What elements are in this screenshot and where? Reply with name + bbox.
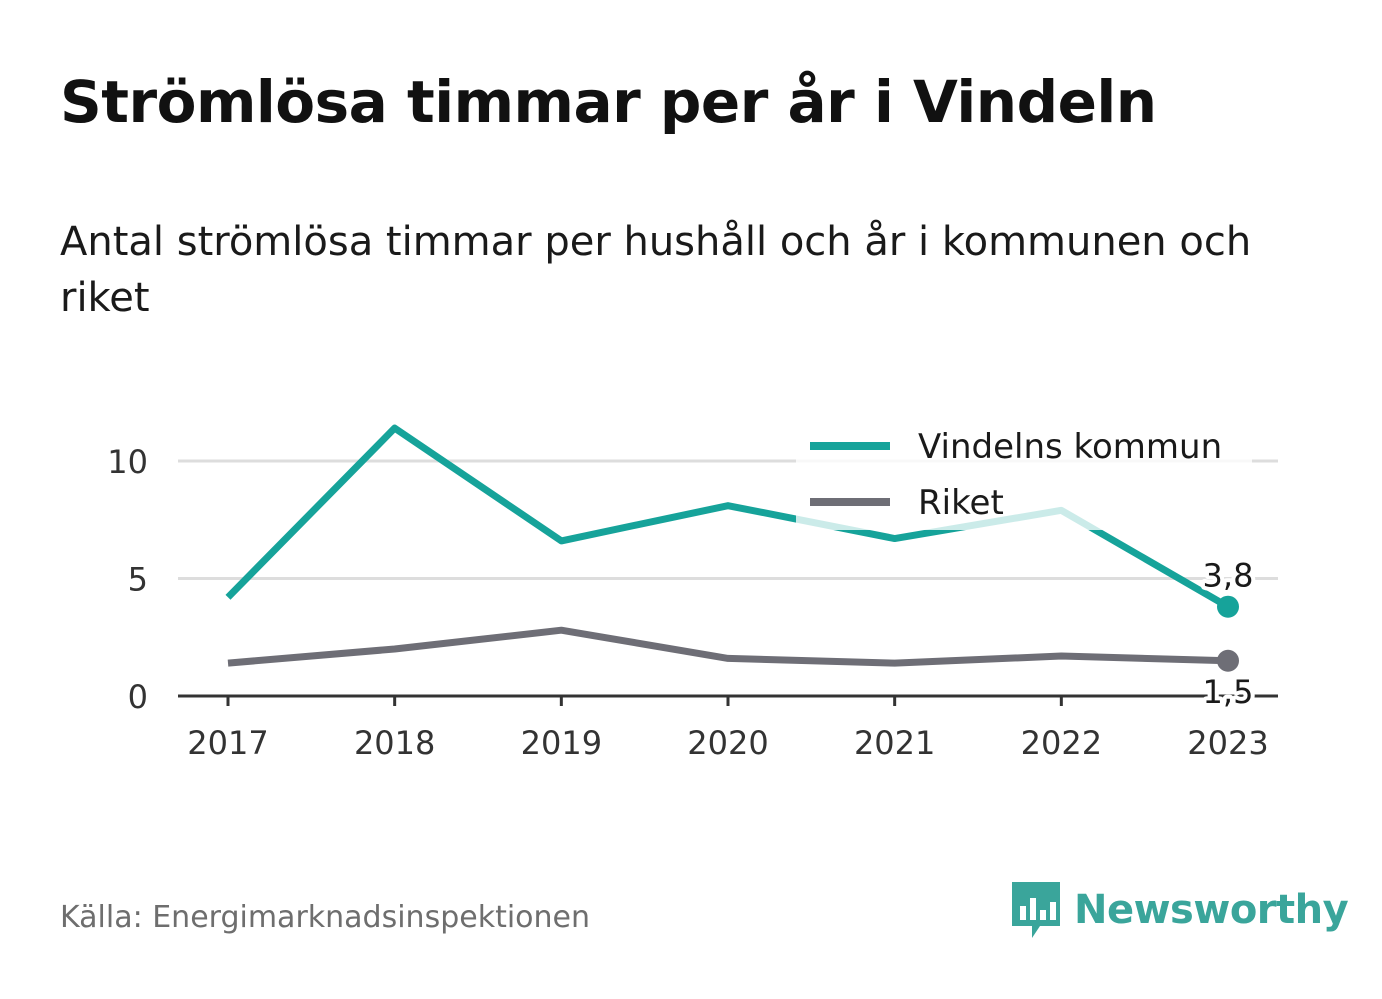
legend: Vindelns kommun Riket xyxy=(796,418,1252,530)
chart-title: Strömlösa timmar per år i Vindeln xyxy=(60,68,1157,136)
end-value-label: 1,5 xyxy=(1203,673,1254,711)
end-point-marker xyxy=(1217,649,1239,672)
legend-background xyxy=(796,418,1252,530)
legend-label: Riket xyxy=(918,483,1004,523)
y-tick-label: 10 xyxy=(107,443,148,481)
x-tick-label: 2019 xyxy=(521,724,602,762)
x-tick-label: 2023 xyxy=(1187,724,1268,762)
bar-chart-bubble-icon xyxy=(1012,882,1060,938)
x-tick-label: 2020 xyxy=(687,724,768,762)
x-tick-label: 2021 xyxy=(854,724,935,762)
data-labels: 3,8 1,5 xyxy=(1199,553,1258,715)
axes: 0 5 10 2017 2018 2019 2020 2021 2022 2023 xyxy=(107,443,1278,762)
end-value-label: 3,8 xyxy=(1203,557,1254,595)
x-tick-label: 2017 xyxy=(187,724,268,762)
series-line-riket xyxy=(227,626,1229,667)
legend-label: Vindelns kommun xyxy=(918,427,1222,467)
y-tick-label: 0 xyxy=(128,678,148,716)
x-tick-label: 2018 xyxy=(354,724,435,762)
end-point-marker xyxy=(1217,595,1239,618)
x-tick-label: 2022 xyxy=(1021,724,1102,762)
brand-name: Newsworthy xyxy=(1074,887,1349,933)
source-note: Källa: Energimarknadsinspektionen xyxy=(60,900,591,935)
newsworthy-logo: Newsworthy xyxy=(1010,878,1349,942)
y-tick-label: 5 xyxy=(128,561,148,599)
chart-subtitle: Antal strömlösa timmar per hushåll och å… xyxy=(60,219,1252,321)
